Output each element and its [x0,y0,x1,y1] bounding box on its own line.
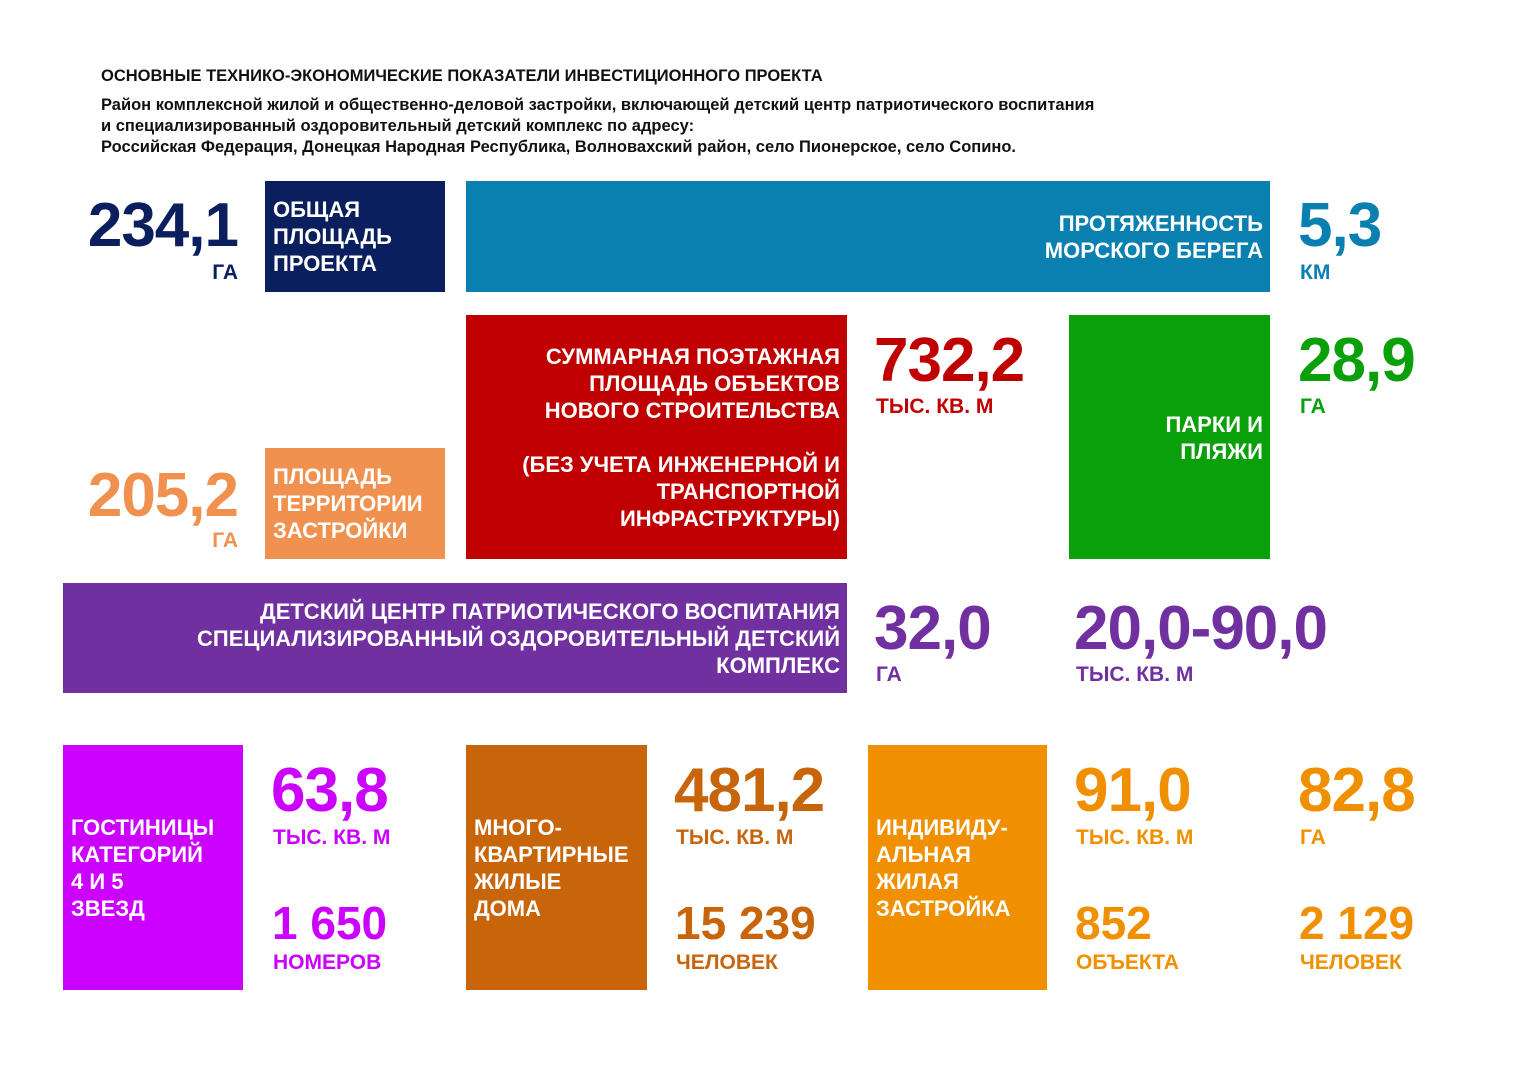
hotels-label: ГОСТИНИЦЫ КАТЕГОРИЙ 4 И 5 ЗВЕЗД [71,815,215,921]
total-area-unit: ГА [212,261,238,284]
parks-unit: ГА [1300,395,1326,418]
parks-value: 28,9 [1298,326,1416,395]
hotels-area-unit: ТЫС. КВ. М [273,826,391,849]
built-area-label: ПЛОЩАДЬ ТЕРРИТОРИИ ЗАСТРОЙКИ [273,464,423,543]
individual-objects-value: 852 [1075,897,1152,949]
children-center-box: ДЕТСКИЙ ЦЕНТР ПАТРИОТИЧЕСКОГО ВОСПИТАНИЯ… [63,583,847,693]
built-area-value: 205,2 [87,461,239,530]
floor-area-box: СУММАРНАЯ ПОЭТАЖНАЯ ПЛОЩАДЬ ОБЪЕКТОВ НОВ… [466,315,847,559]
children-center-area-value: 32,0 [874,594,992,663]
coastline-label: ПРОТЯЖЕННОСТЬ МОРСКОГО БЕРЕГА [1044,211,1263,263]
children-center-floor-unit: ТЫС. КВ. М [1076,663,1194,686]
apartments-box: МНОГО- КВАРТИРНЫЕ ЖИЛЫЕ ДОМА [466,745,647,990]
hotels-box: ГОСТИНИЦЫ КАТЕГОРИЙ 4 И 5 ЗВЕЗД [63,745,243,990]
individual-land-value: 82,8 [1298,756,1416,825]
built-area-box: ПЛОЩАДЬ ТЕРРИТОРИИ ЗАСТРОЙКИ [265,448,445,559]
individual-people-unit: ЧЕЛОВЕК [1300,951,1402,974]
page-title: ОСНОВНЫЕ ТЕХНИКО-ЭКОНОМИЧЕСКИЕ ПОКАЗАТЕЛ… [101,67,823,85]
coastline-unit: КМ [1300,261,1331,284]
individual-box: ИНДИВИДУ- АЛЬНАЯ ЖИЛАЯ ЗАСТРОЙКА [868,745,1047,990]
floor-area-value: 732,2 [874,326,1025,395]
children-center-label: ДЕТСКИЙ ЦЕНТР ПАТРИОТИЧЕСКОГО ВОСПИТАНИЯ… [197,599,840,678]
total-area-label: ОБЩАЯ ПЛОЩАДЬ ПРОЕКТА [273,197,392,276]
apartments-label: МНОГО- КВАРТИРНЫЕ ЖИЛЫЕ ДОМА [474,815,629,921]
individual-land-unit: ГА [1300,826,1326,849]
apartments-people-unit: ЧЕЛОВЕК [676,951,778,974]
total-area-value: 234,1 [87,191,239,260]
total-area-box: ОБЩАЯ ПЛОЩАДЬ ПРОЕКТА [265,181,445,292]
apartments-area-value: 481,2 [674,756,825,825]
hotels-area-value: 63,8 [271,756,389,825]
floor-area-unit: ТЫС. КВ. М [876,395,994,418]
coastline-value: 5,3 [1298,191,1382,260]
floor-area-label: СУММАРНАЯ ПОЭТАЖНАЯ ПЛОЩАДЬ ОБЪЕКТОВ НОВ… [522,344,840,531]
parks-label: ПАРКИ И ПЛЯЖИ [1165,412,1263,464]
individual-area-unit: ТЫС. КВ. М [1076,826,1194,849]
individual-objects-unit: ОБЪЕКТА [1076,951,1179,974]
children-center-floor-value: 20,0-90,0 [1074,594,1328,663]
apartments-area-unit: ТЫС. КВ. М [676,826,794,849]
coastline-box: ПРОТЯЖЕННОСТЬ МОРСКОГО БЕРЕГА [466,181,1270,292]
individual-label: ИНДИВИДУ- АЛЬНАЯ ЖИЛАЯ ЗАСТРОЙКА [876,815,1011,921]
individual-area-value: 91,0 [1074,756,1192,825]
apartments-people-value: 15 239 [675,897,816,949]
children-center-area-unit: ГА [876,663,902,686]
individual-people-value: 2 129 [1299,897,1415,949]
page-subtitle: Район комплексной жилой и общественно-де… [101,96,1095,156]
hotels-rooms-value: 1 650 [272,897,388,949]
built-area-unit: ГА [212,529,238,552]
parks-box: ПАРКИ И ПЛЯЖИ [1069,315,1270,559]
hotels-rooms-unit: НОМЕРОВ [273,951,382,974]
